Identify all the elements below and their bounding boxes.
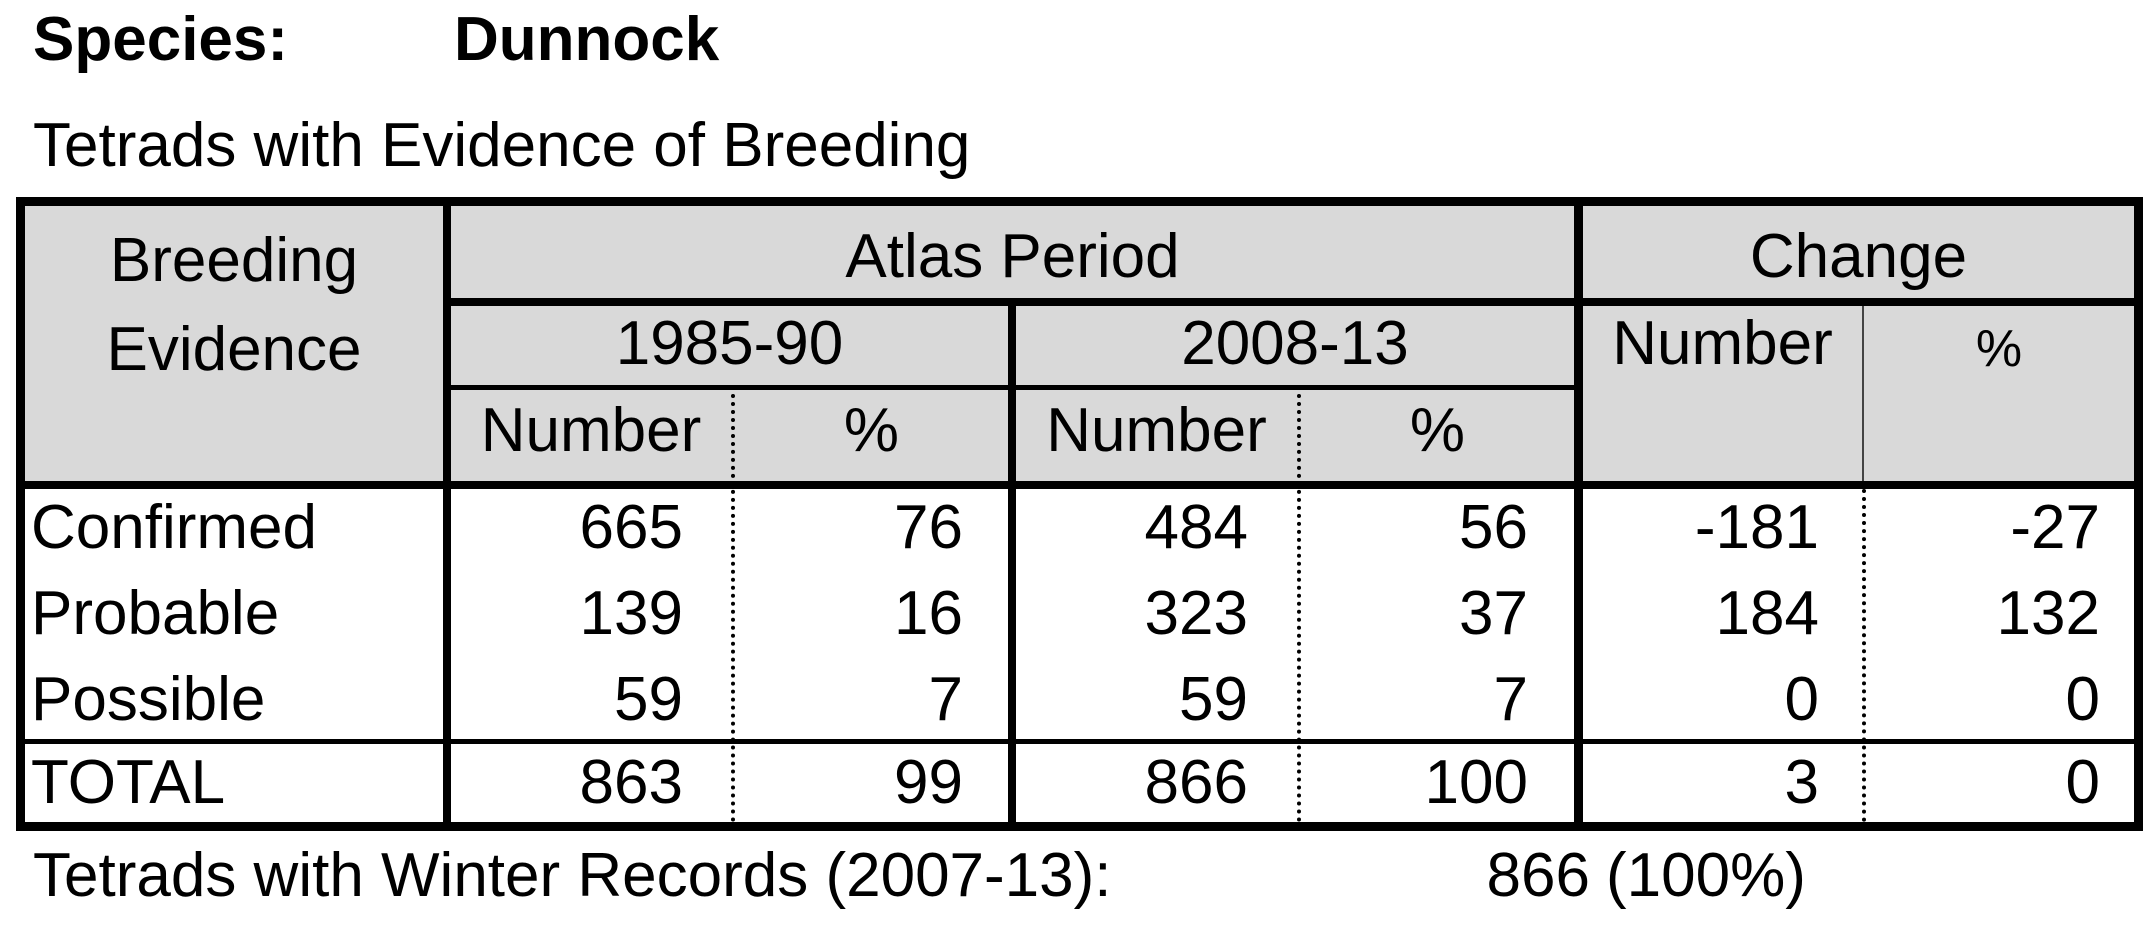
divider-under-period-headers	[451, 385, 1574, 390]
confirmed-change-percent: -27	[2010, 493, 2100, 562]
winter-records-label: Tetrads with Winter Records (2007-13):	[33, 841, 1112, 910]
total-2008-number: 866	[1144, 748, 1248, 817]
row-label-total: TOTAL	[31, 748, 226, 817]
breeding-table-title: Tetrads with Evidence of Breeding	[33, 111, 971, 180]
total-change-percent: 0	[2065, 748, 2100, 817]
divider-change-column	[1574, 206, 1583, 822]
possible-2008-number: 59	[1179, 665, 1248, 734]
header-change: Change	[1749, 222, 1968, 291]
possible-1985-percent: 7	[928, 665, 963, 734]
separator-change-header	[1862, 306, 1864, 481]
header-period-1985: 1985-90	[615, 309, 844, 378]
header-change-percent: %	[1975, 320, 2023, 378]
divider-period-columns	[1008, 298, 1016, 822]
probable-2008-number: 323	[1144, 579, 1248, 648]
divider-above-total	[25, 739, 2134, 744]
confirmed-1985-percent: 76	[894, 493, 963, 562]
header-evidence: Evidence	[106, 315, 362, 384]
probable-1985-number: 139	[579, 579, 683, 648]
possible-change-number: 0	[1784, 665, 1819, 734]
header-2008-number: Number	[1046, 396, 1267, 465]
header-period-2008: 2008-13	[1181, 309, 1409, 378]
possible-change-percent: 0	[2065, 665, 2100, 734]
header-2008-percent: %	[1409, 396, 1466, 465]
total-change-number: 3	[1784, 748, 1819, 817]
total-1985-number: 863	[579, 748, 683, 817]
dotted-separator-change	[1862, 489, 1866, 822]
divider-label-column	[443, 206, 451, 822]
header-1985-number: Number	[480, 396, 702, 465]
probable-change-percent: 132	[1996, 579, 2100, 648]
winter-records-number: 866	[1486, 841, 1590, 910]
winter-records-line: Tetrads with Winter Records (2007-13): 8…	[33, 836, 2143, 916]
total-2008-percent: 100	[1424, 748, 1528, 817]
confirmed-2008-percent: 56	[1459, 493, 1528, 562]
probable-1985-percent: 16	[894, 579, 963, 648]
confirmed-2008-number: 484	[1144, 493, 1248, 562]
row-label-probable: Probable	[31, 579, 280, 648]
confirmed-change-number: -181	[1694, 493, 1819, 562]
row-label-confirmed: Confirmed	[31, 493, 317, 562]
confirmed-1985-number: 665	[579, 493, 683, 562]
breeding-evidence-table: Breeding Evidence Atlas Period Change 19…	[16, 197, 2143, 831]
header-1985-percent: %	[843, 396, 900, 465]
possible-1985-number: 59	[614, 665, 683, 734]
divider-under-header	[25, 481, 2134, 489]
total-1985-percent: 99	[894, 748, 963, 817]
species-name: Dunnock	[454, 5, 720, 74]
header-atlas-period: Atlas Period	[845, 222, 1180, 291]
divider-under-group-headers	[451, 298, 2143, 306]
header-change-number: Number	[1612, 309, 1833, 378]
probable-2008-percent: 37	[1459, 579, 1528, 648]
possible-2008-percent: 7	[1493, 665, 1528, 734]
winter-records-percent: (100%)	[1606, 841, 1806, 910]
table-header-background	[25, 206, 2134, 481]
species-label: Species:	[33, 5, 289, 74]
row-label-possible: Possible	[31, 665, 266, 734]
header-breeding: Breeding	[109, 226, 359, 295]
probable-change-number: 184	[1715, 579, 1819, 648]
dotted-separator-2008	[1297, 394, 1301, 822]
dotted-separator-1985	[731, 394, 735, 822]
